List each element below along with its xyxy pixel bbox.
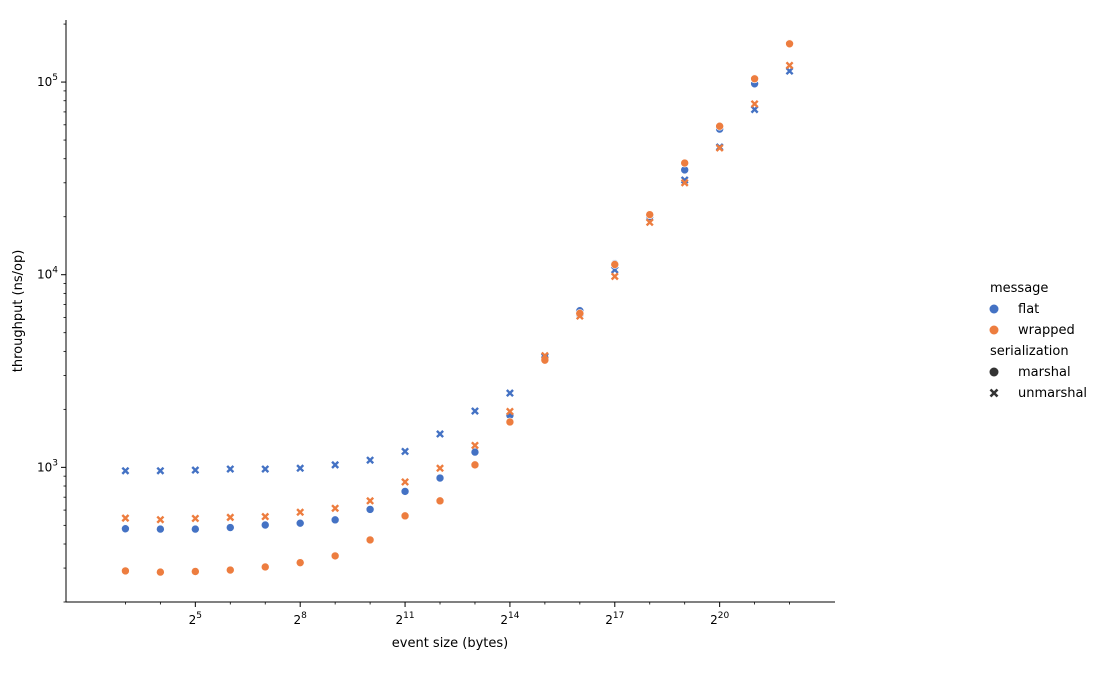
data-point-wrapped-unmarshal <box>645 218 654 227</box>
data-point-wrapped-unmarshal <box>505 407 514 416</box>
data-point-wrapped-marshal <box>365 535 375 545</box>
data-point-wrapped-marshal <box>470 460 480 470</box>
data-point-flat-marshal <box>330 515 340 525</box>
data-point-wrapped-marshal <box>435 496 445 506</box>
data-point-wrapped-marshal <box>400 511 410 521</box>
data-point-wrapped-unmarshal <box>331 504 340 513</box>
data-point-flat-marshal <box>470 447 480 457</box>
data-point-wrapped-marshal <box>505 417 515 427</box>
data-point-flat-marshal <box>260 520 270 530</box>
data-point-wrapped-unmarshal <box>575 312 584 321</box>
data-point-flat-unmarshal <box>121 466 130 475</box>
legend-label-wrapped: wrapped <box>1018 323 1075 338</box>
legend-hue-title: message <box>990 281 1048 296</box>
series-wrapped-marshal <box>121 39 794 577</box>
data-point-wrapped-marshal <box>785 39 794 49</box>
data-point-flat-marshal <box>435 473 445 483</box>
data-point-wrapped-marshal <box>295 558 305 567</box>
x-tick-label: 220 <box>710 611 729 627</box>
data-point-wrapped-marshal <box>225 565 235 575</box>
data-point-wrapped-marshal <box>680 158 689 168</box>
data-point-flat-marshal <box>365 505 375 514</box>
data-point-flat-unmarshal <box>366 456 375 465</box>
data-point-wrapped-unmarshal <box>191 514 200 523</box>
data-point-wrapped-unmarshal <box>401 477 410 486</box>
legend-marker-flat <box>989 304 999 314</box>
ticks: 25 28 211 214 217 220 103 104 105 <box>37 23 790 627</box>
data-point-flat-unmarshal <box>191 466 200 475</box>
data-point-wrapped-marshal <box>156 567 165 577</box>
data-point-flat-marshal <box>400 487 410 496</box>
data-point-wrapped-marshal <box>645 210 655 219</box>
data-point-wrapped-marshal <box>330 551 340 561</box>
series-flat-marshal <box>121 79 759 534</box>
data-point-flat-unmarshal <box>261 465 270 473</box>
data-point-wrapped-marshal <box>610 260 620 269</box>
data-point-wrapped-unmarshal <box>366 496 375 505</box>
legend-entry-flat: flat <box>989 302 1039 317</box>
data-point-wrapped-unmarshal <box>121 514 130 523</box>
data-point-wrapped-marshal <box>750 74 759 84</box>
legend-marker-wrapped <box>989 325 999 335</box>
data-point-flat-unmarshal <box>401 447 410 456</box>
data-point-wrapped-unmarshal <box>436 464 444 473</box>
data-point-flat-unmarshal <box>156 466 165 475</box>
x-axis-title: event size (bytes) <box>392 636 508 651</box>
data-point-flat-marshal <box>191 524 200 534</box>
data-point-wrapped-unmarshal <box>156 515 165 524</box>
legend: message flat wrapped serialization marsh… <box>989 281 1087 401</box>
legend-entry-marshal: marshal <box>989 365 1071 380</box>
y-tick-label: 105 <box>37 73 58 89</box>
data-point-flat-marshal <box>225 523 235 532</box>
legend-marker-unmarshal <box>989 388 999 398</box>
x-tick-label: 28 <box>294 611 308 627</box>
data-point-wrapped-unmarshal <box>785 61 794 70</box>
data-point-flat-unmarshal <box>331 460 340 469</box>
legend-label-flat: flat <box>1018 302 1039 317</box>
data-point-wrapped-unmarshal <box>715 144 724 152</box>
x-tick-label: 214 <box>500 611 519 627</box>
data-point-flat-unmarshal <box>471 407 479 415</box>
data-point-wrapped-unmarshal <box>750 99 759 108</box>
data-point-wrapped-unmarshal <box>610 272 619 281</box>
data-point-wrapped-unmarshal <box>680 178 689 187</box>
y-tick-label: 104 <box>37 266 58 282</box>
data-point-wrapped-unmarshal <box>471 441 479 450</box>
legend-label-unmarshal: unmarshal <box>1018 386 1087 401</box>
data-point-flat-unmarshal <box>436 430 444 438</box>
data-point-wrapped-marshal <box>260 562 270 572</box>
legend-entry-wrapped: wrapped <box>989 323 1075 338</box>
data-point-wrapped-unmarshal <box>226 513 235 522</box>
legend-entry-unmarshal: unmarshal <box>989 386 1087 401</box>
data-point-wrapped-unmarshal <box>540 351 549 360</box>
series-wrapped-unmarshal <box>121 61 794 524</box>
data-point-wrapped-marshal <box>191 567 200 576</box>
data-point-wrapped-marshal <box>715 121 724 131</box>
data-point-wrapped-marshal <box>121 566 130 576</box>
series-flat-unmarshal <box>121 67 794 475</box>
data-point-flat-unmarshal <box>505 389 514 398</box>
legend-style-title: serialization <box>990 344 1069 359</box>
x-tick-label: 211 <box>396 611 415 627</box>
x-tick-label: 25 <box>189 611 202 627</box>
y-axis-title: throughput (ns/op) <box>11 250 26 373</box>
legend-label-marshal: marshal <box>1018 365 1071 380</box>
data-marks <box>121 39 794 577</box>
y-tick-label: 103 <box>37 458 58 474</box>
data-point-flat-marshal <box>295 518 305 528</box>
data-point-wrapped-unmarshal <box>261 512 270 521</box>
data-point-wrapped-unmarshal <box>296 508 305 517</box>
data-point-flat-unmarshal <box>226 465 235 473</box>
data-point-flat-unmarshal <box>296 464 305 473</box>
data-point-flat-marshal <box>156 524 165 534</box>
x-tick-label: 217 <box>605 611 624 627</box>
legend-marker-marshal <box>989 367 999 377</box>
data-point-flat-marshal <box>121 524 130 534</box>
axes <box>65 20 835 603</box>
